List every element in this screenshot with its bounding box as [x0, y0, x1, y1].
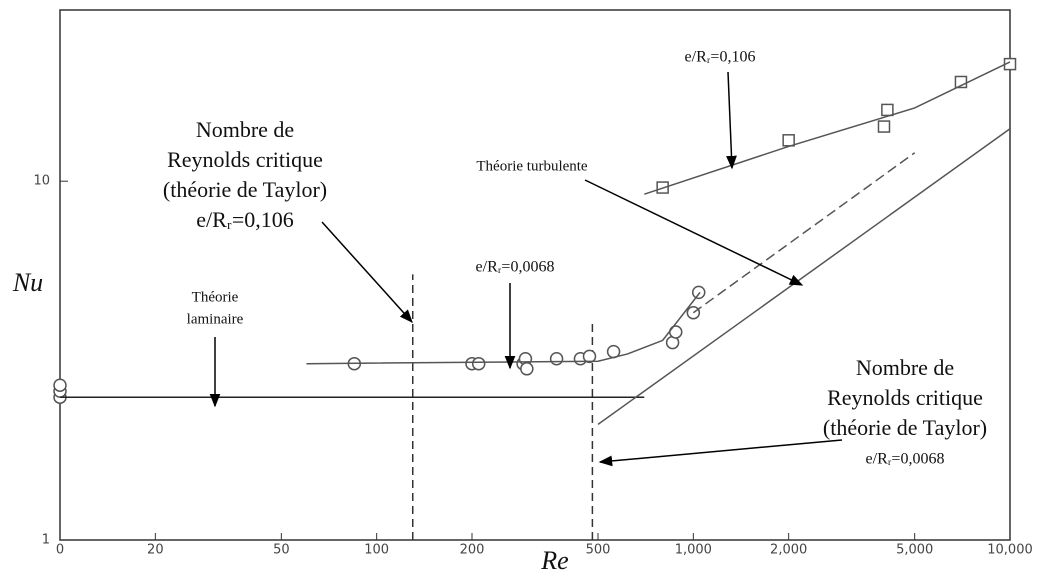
- annotation: e/Rᵣ=0,0068: [476, 259, 555, 276]
- curve: [692, 152, 916, 314]
- x-axis-label: Re: [540, 546, 568, 575]
- annotation: Nombre de: [856, 355, 954, 380]
- y-tick-label: 10: [33, 174, 50, 189]
- point: [520, 362, 534, 376]
- curve: [306, 291, 701, 365]
- x-tick-label: 10,000: [987, 543, 1033, 558]
- annotation: Théorie turbulente: [476, 158, 588, 174]
- y-tick-label: 1: [42, 533, 50, 548]
- annotation: Reynolds critique: [827, 385, 983, 410]
- annotation-arrow: [598, 439, 843, 467]
- annotation: laminaire: [187, 311, 244, 327]
- x-tick-label: 20: [147, 543, 164, 558]
- curve: [644, 61, 1011, 195]
- point: [471, 356, 486, 371]
- annotation-arrow: [584, 179, 804, 286]
- curve: [597, 128, 1011, 425]
- annotation: Nombre de: [196, 117, 294, 142]
- point: [53, 378, 67, 392]
- x-tick-label: 2,000: [770, 543, 807, 558]
- x-tick-label: 1,000: [675, 543, 712, 558]
- point: [877, 120, 891, 133]
- annotation-arrow: [321, 221, 413, 324]
- annotation: e/Rᵣ=0,106: [685, 49, 756, 66]
- x-tick-label: 0: [56, 543, 64, 558]
- point: [549, 351, 564, 366]
- y-axis-label: Nu: [12, 268, 43, 297]
- point: [881, 103, 894, 117]
- annotation: e/Rᵣ=0,106: [196, 207, 294, 232]
- annotation: Reynolds critique: [167, 147, 323, 172]
- x-tick-label: 5,000: [896, 543, 933, 558]
- plot-frame: [59, 9, 1011, 541]
- point: [691, 285, 706, 300]
- point: [582, 349, 597, 364]
- point: [782, 134, 795, 147]
- x-tick-label: 100: [364, 543, 389, 558]
- annotation: e/Rᵣ=0,0068: [866, 451, 945, 468]
- annotation: Théorie: [192, 289, 239, 305]
- annotation: (théorie de Taylor): [823, 415, 987, 440]
- x-tick-label: 200: [460, 543, 485, 558]
- x-tick-label: 500: [586, 543, 611, 558]
- x-tick-label: 50: [273, 543, 290, 558]
- annotation-arrow: [726, 71, 737, 170]
- point: [954, 75, 968, 89]
- annotation: (théorie de Taylor): [163, 177, 327, 202]
